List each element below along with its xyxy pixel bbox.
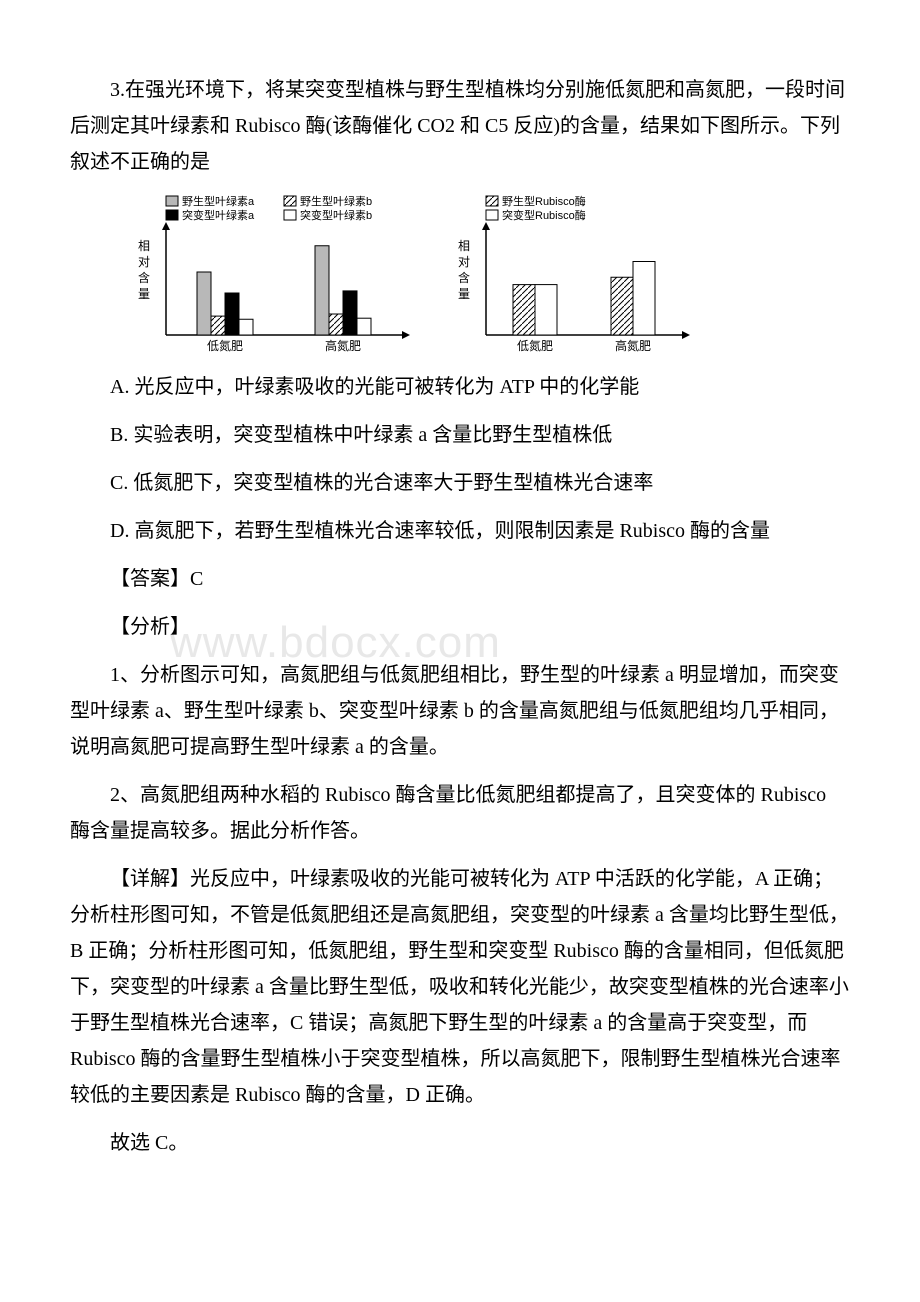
conclusion: 故选 C。 (70, 1125, 850, 1161)
svg-text:相: 相 (138, 239, 150, 253)
svg-text:野生型叶绿素b: 野生型叶绿素b (300, 194, 372, 208)
question-stem: 3.在强光环境下，将某突变型植株与野生型植株均分别施低氮肥和高氮肥，一段时间后测… (70, 72, 850, 180)
chart2-svg: 野生型Rubisco酶突变型Rubisco酶相对含量低氮肥 高氮肥 (450, 192, 690, 357)
svg-text:野生型叶绿素a: 野生型叶绿素a (182, 194, 255, 208)
option-a: A. 光反应中，叶绿素吸收的光能可被转化为 ATP 中的化学能 (70, 369, 850, 405)
chart-chlorophyll: 野生型叶绿素a 野生型叶绿素b 突变型叶绿素a 突变型叶绿素b 相对含量低氮肥 高氮肥 (130, 192, 410, 357)
analysis-label: 【分析】 (70, 609, 850, 645)
svg-text:低氮肥: 低氮肥 (517, 338, 553, 353)
svg-text:含: 含 (138, 270, 150, 285)
svg-text:量: 量 (458, 287, 470, 301)
svg-text:低氮肥: 低氮肥 (207, 338, 243, 353)
svg-text:突变型Rubisco酶: 突变型Rubisco酶 (502, 208, 586, 222)
svg-text:含: 含 (458, 270, 470, 285)
answer-line: 【答案】C (70, 561, 850, 597)
svg-text:突变型叶绿素b: 突变型叶绿素b (300, 208, 372, 222)
option-c: C. 低氮肥下，突变型植株的光合速率大于野生型植株光合速率 (70, 465, 850, 501)
svg-text:对: 对 (458, 255, 470, 269)
detail-label: 【详解】 (110, 868, 190, 890)
svg-text:突变型叶绿素a: 突变型叶绿素a (182, 208, 255, 222)
svg-text:野生型Rubisco酶: 野生型Rubisco酶 (502, 194, 586, 208)
option-b: B. 实验表明，突变型植株中叶绿素 a 含量比野生型植株低 (70, 417, 850, 453)
detail-text: 光反应中，叶绿素吸收的光能可被转化为 ATP 中活跃的化学能，A 正确；分析柱形… (70, 868, 849, 1106)
svg-text:相: 相 (458, 239, 470, 253)
svg-text:量: 量 (138, 287, 150, 301)
option-d: D. 高氮肥下，若野生型植株光合速率较低，则限制因素是 Rubisco 酶的含量 (70, 513, 850, 549)
svg-text:高氮肥: 高氮肥 (325, 338, 361, 353)
question-number: 3. (110, 79, 125, 101)
question-text: 在强光环境下，将某突变型植株与野生型植株均分别施低氮肥和高氮肥，一段时间后测定其… (70, 79, 845, 173)
svg-text:高氮肥: 高氮肥 (615, 338, 651, 353)
analysis-p1: 1、分析图示可知，高氮肥组与低氮肥组相比，野生型的叶绿素 a 明显增加，而突变型… (70, 657, 850, 765)
answer-value: C (190, 568, 203, 590)
charts-container: 野生型叶绿素a野生型叶绿素b突变型叶绿素a突变型叶绿素b相对含量低氮肥高氮肥 野… (130, 192, 850, 357)
detail-paragraph: 【详解】光反应中，叶绿素吸收的光能可被转化为 ATP 中活跃的化学能，A 正确；… (70, 861, 850, 1113)
svg-text:对: 对 (138, 255, 150, 269)
chart1-svg: 野生型叶绿素a 野生型叶绿素b 突变型叶绿素a 突变型叶绿素b 相对含量低氮肥 高氮肥 (130, 192, 410, 357)
answer-label: 【答案】 (110, 568, 190, 590)
analysis-p2: 2、高氮肥组两种水稻的 Rubisco 酶含量比低氮肥组都提高了，且突变体的 R… (70, 777, 850, 849)
chart-rubisco: 野生型Rubisco酶突变型Rubisco酶相对含量低氮肥 高氮肥 (450, 192, 690, 357)
